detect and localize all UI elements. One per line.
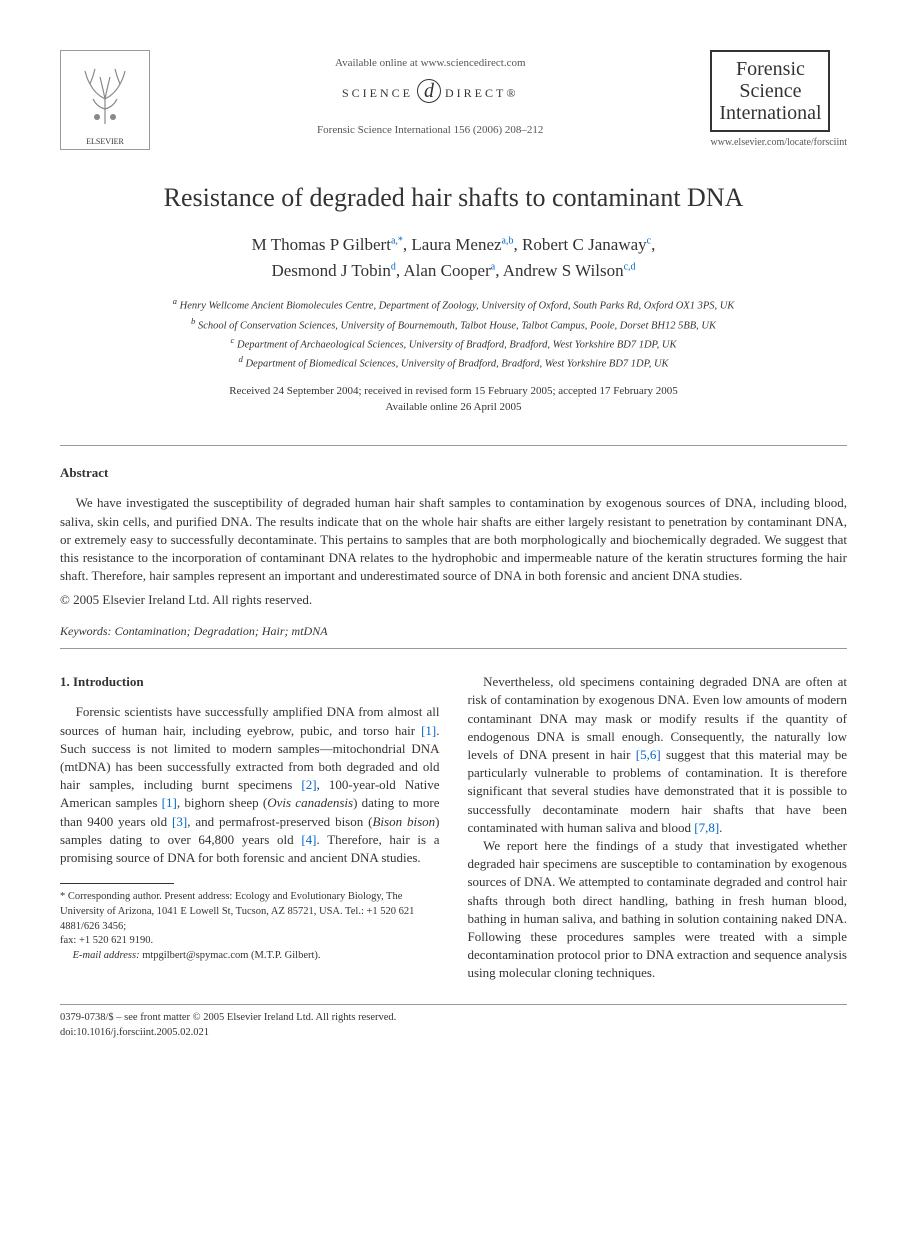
intro-paragraph-2: Nevertheless, old specimens containing d… [468, 673, 848, 837]
ref-link-4[interactable]: [4] [301, 832, 316, 847]
email-value: mtpgilbert@spymac.com (M.T.P. Gilbert). [140, 950, 321, 961]
journal-title-1: Forensic [716, 58, 824, 80]
journal-logo: Forensic Science International [710, 50, 830, 132]
abstract-copyright: © 2005 Elsevier Ireland Ltd. All rights … [60, 591, 847, 609]
journal-url: www.elsevier.com/locate/forsciint [710, 136, 847, 150]
ref-link-1[interactable]: [1] [421, 723, 436, 738]
header: ELSEVIER Available online at www.science… [60, 50, 847, 150]
divider-top [60, 445, 847, 446]
ref-link-56[interactable]: [5,6] [636, 747, 661, 762]
sd-right: DIRECT® [445, 86, 518, 100]
divider-bottom [60, 648, 847, 649]
author-list: M Thomas P Gilberta,*, Laura Meneza,b, R… [60, 232, 847, 283]
section-title: Introduction [73, 674, 144, 689]
affiliation: c Department of Archaeological Sciences,… [60, 334, 847, 353]
author: Robert C Janawayc [522, 235, 651, 254]
sd-left: SCIENCE [342, 86, 413, 100]
journal-title-2: Science [716, 80, 824, 102]
at-icon: d [417, 79, 441, 103]
ref-link-2[interactable]: [2] [301, 777, 316, 792]
affiliation: b School of Conservation Sciences, Unive… [60, 315, 847, 334]
section-number: 1. [60, 674, 70, 689]
author: Alan Coopera [403, 261, 495, 280]
article-title: Resistance of degraded hair shafts to co… [60, 180, 847, 216]
science-direct-logo: SCIENCE d DIRECT® [150, 77, 710, 105]
author: Andrew S Wilsonc,d [503, 261, 636, 280]
tree-icon [75, 59, 135, 136]
corresponding-author-footnote: * Corresponding author. Present address:… [60, 890, 440, 963]
body-columns: 1. Introduction Forensic scientists have… [60, 673, 847, 982]
column-right: Nevertheless, old specimens containing d… [468, 673, 848, 982]
journal-title-3: International [716, 102, 824, 124]
affiliation: d Department of Biomedical Sciences, Uni… [60, 353, 847, 372]
corr-fax: fax: +1 520 621 9190. [60, 934, 440, 949]
column-left: 1. Introduction Forensic scientists have… [60, 673, 440, 982]
abstract-heading: Abstract [60, 464, 847, 482]
page-container: ELSEVIER Available online at www.science… [0, 0, 907, 1081]
citation: Forensic Science International 156 (2006… [150, 123, 710, 138]
corr-label: * Corresponding author. [60, 891, 162, 902]
keywords-text: Contamination; Degradation; Hair; mtDNA [115, 624, 328, 638]
article-dates: Received 24 September 2004; received in … [60, 384, 847, 415]
ref-link-1b[interactable]: [1] [162, 795, 177, 810]
email-label: E-mail address: [73, 950, 140, 961]
affiliation-list: a Henry Wellcome Ancient Biomolecules Ce… [60, 295, 847, 372]
available-online-text: Available online at www.sciencedirect.co… [150, 56, 710, 71]
footer-line-1: 0379-0738/$ – see front matter © 2005 El… [60, 1011, 847, 1026]
author: Desmond J Tobind [271, 261, 395, 280]
publisher-name: ELSEVIER [86, 136, 124, 147]
author: Laura Meneza,b [411, 235, 513, 254]
species-2: Bison bison [372, 814, 435, 829]
author: M Thomas P Gilberta,* [252, 235, 403, 254]
footer-divider [60, 1004, 847, 1005]
species-1: Ovis canadensis [267, 795, 353, 810]
affiliation: a Henry Wellcome Ancient Biomolecules Ce… [60, 295, 847, 314]
intro-paragraph-3: We report here the findings of a study t… [468, 837, 848, 983]
keywords-line: Keywords: Contamination; Degradation; Ha… [60, 623, 847, 640]
journal-box: Forensic Science International www.elsev… [710, 50, 847, 150]
footer-meta: 0379-0738/$ – see front matter © 2005 El… [60, 1011, 847, 1040]
publisher-logo: ELSEVIER [60, 50, 150, 150]
intro-paragraph-1: Forensic scientists have successfully am… [60, 703, 440, 867]
dates-line-2: Available online 26 April 2005 [60, 400, 847, 415]
section-1-heading: 1. Introduction [60, 673, 440, 691]
footer-line-2: doi:10.1016/j.forsciint.2005.02.021 [60, 1026, 847, 1041]
abstract-text: We have investigated the susceptibility … [60, 494, 847, 585]
ref-link-78[interactable]: [7,8] [694, 820, 719, 835]
center-header: Available online at www.sciencedirect.co… [150, 50, 710, 139]
ref-link-3[interactable]: [3] [172, 814, 187, 829]
footnote-separator [60, 883, 174, 884]
keywords-label: Keywords: [60, 624, 112, 638]
dates-line-1: Received 24 September 2004; received in … [60, 384, 847, 399]
